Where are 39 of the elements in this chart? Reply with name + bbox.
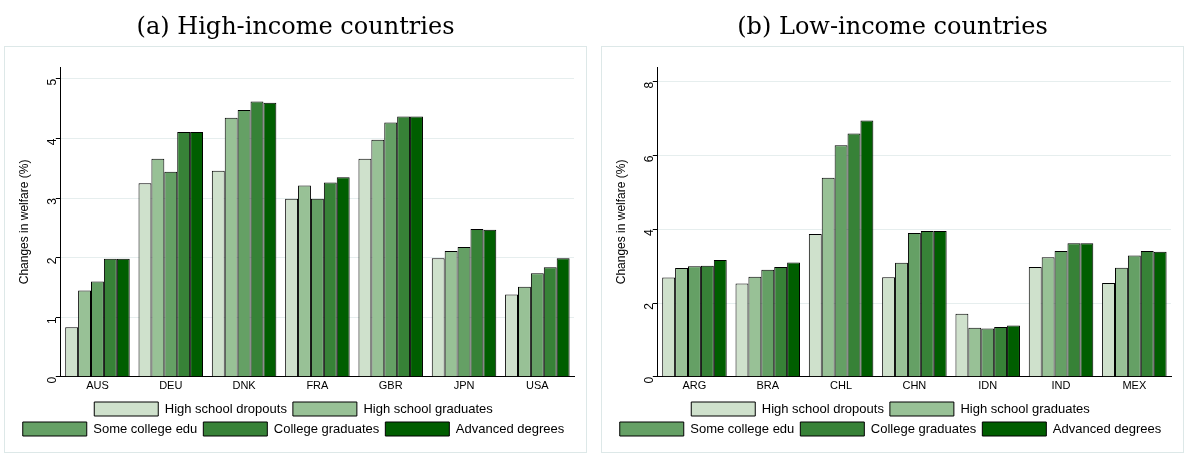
x-tick-label: GBR [378,379,403,392]
x-tick-label: IDN [978,379,998,392]
y-axis-title: Changes in welfare (%) [16,159,31,285]
y-tick-label: 2 [45,257,60,265]
legend-label: Advanced degrees [1052,420,1162,436]
y-tick-label: 4 [642,228,657,236]
x-tick-label: BRA [756,379,780,392]
legend-label: College graduates [870,420,977,436]
y-tick-label: 0 [45,376,60,384]
x-tick-label: CHN [902,379,927,392]
x-tick-label: AUS [86,379,109,392]
legend-label: Advanced degrees [455,420,565,436]
y-tick-label: 5 [45,78,60,86]
x-tick-label: JPN [453,379,475,392]
x-tick-label: MEX [1122,379,1147,392]
y-tick-label: 3 [45,197,60,205]
chart-title: (a) High-income countries [135,11,456,42]
x-tick-label: USA [526,379,550,392]
y-axis-title: Changes in welfare (%) [613,159,628,285]
y-tick-label: 2 [642,302,657,310]
legend-label: High school graduates [960,400,1091,416]
x-tick-label: FRA [306,379,330,392]
legend-label: Some college edu [690,420,795,436]
legend-label: Some college edu [93,420,198,436]
legend-label: High school dropouts [761,400,885,416]
y-tick-label: 1 [45,316,60,324]
legend-label: High school graduates [363,400,494,416]
y-tick-label: 4 [45,138,60,146]
x-tick-label: DEU [159,379,183,392]
x-tick-label: DNK [232,379,257,392]
y-tick-label: 0 [642,376,657,384]
y-tick-label: 8 [642,81,657,89]
legend-label: College graduates [273,420,380,436]
x-tick-label: ARG [682,379,707,392]
chart-title: (b) Low-income countries [736,11,1049,42]
x-tick-label: CHL [830,379,853,392]
legend-label: High school dropouts [164,400,288,416]
y-tick-label: 6 [642,155,657,163]
x-tick-label: IND [1051,379,1071,392]
